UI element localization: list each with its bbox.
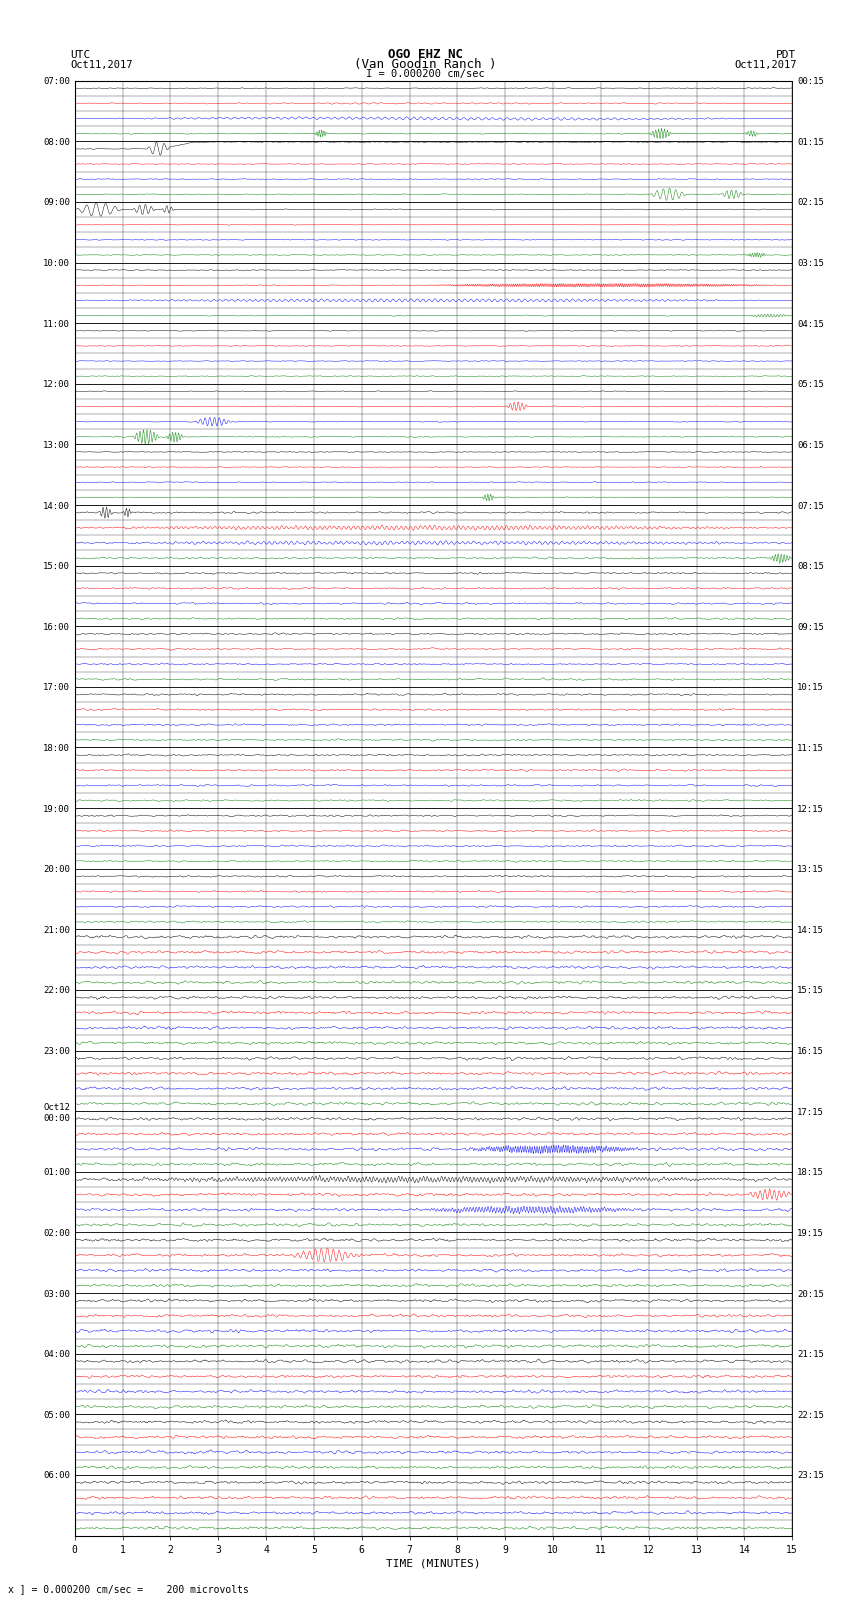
Text: I = 0.000200 cm/sec: I = 0.000200 cm/sec: [366, 69, 484, 79]
Text: OGO EHZ NC: OGO EHZ NC: [388, 48, 462, 61]
Text: PDT: PDT: [776, 50, 796, 60]
Text: UTC: UTC: [71, 50, 91, 60]
Text: x ] = 0.000200 cm/sec =    200 microvolts: x ] = 0.000200 cm/sec = 200 microvolts: [8, 1584, 249, 1594]
Text: Oct11,2017: Oct11,2017: [734, 60, 796, 69]
X-axis label: TIME (MINUTES): TIME (MINUTES): [386, 1558, 481, 1569]
Text: (Van Goodin Ranch ): (Van Goodin Ranch ): [354, 58, 496, 71]
Text: Oct11,2017: Oct11,2017: [71, 60, 133, 69]
